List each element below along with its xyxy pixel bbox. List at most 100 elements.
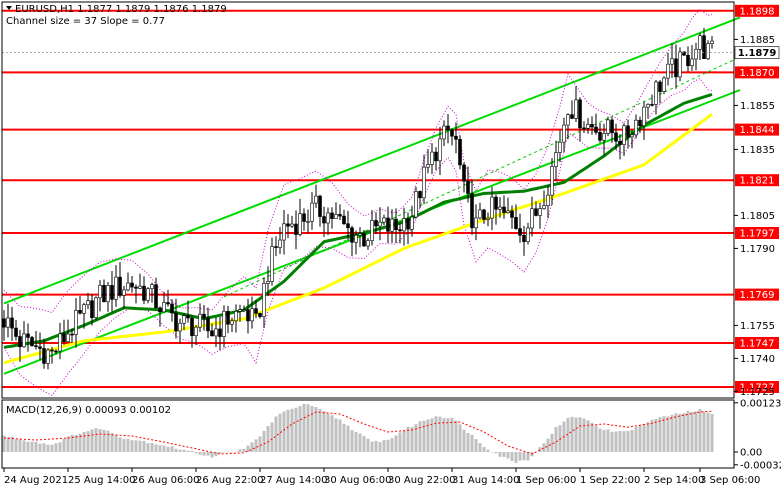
x-tick-label-2: 26 Aug 06:00 [132,475,199,486]
macd-bar-59 [238,449,242,452]
candle-body-96 [386,217,390,232]
candle-body-8 [34,345,38,348]
collapse-triangle-icon[interactable] [6,6,12,10]
candle-body-139 [558,141,562,153]
channel-info-label: Channel size = 37 Slope = 0.77 [6,16,165,27]
candle-body-10 [42,348,46,364]
candle-body-102 [410,216,414,230]
candle-body-29 [118,276,122,296]
x-tick-label-9: 1 Sep 22:00 [580,475,640,486]
macd-bar-84 [338,419,342,452]
macd-bar-55 [222,452,226,453]
level-label-6: 1.1747 [740,339,775,350]
macd-bar-150 [602,429,606,452]
macd-signal-line [3,410,713,455]
macd-bar-36 [146,443,150,452]
macd-bar-120 [482,446,486,452]
macd-bar-141 [566,418,570,452]
candle-body-74 [298,213,302,235]
macd-bar-174 [698,408,702,452]
macd-bar-27 [110,432,114,452]
macd-bar-170 [682,413,686,452]
macd-bar-9 [38,443,42,452]
macd-bar-2 [10,436,14,452]
candle-body-113 [454,135,458,140]
candle-body-145 [582,127,586,130]
macd-bar-116 [466,432,470,452]
candle-body-61 [246,309,250,322]
x-tick-label-11: 3 Sep 06:00 [700,475,760,486]
candle-body-177 [710,40,714,44]
macd-bar-51 [206,452,210,456]
macd-bar-158 [634,427,638,452]
candle-body-170 [682,51,686,56]
candle-body-19 [78,310,82,314]
macd-bar-131 [526,452,530,461]
macd-bar-151 [606,429,610,452]
macd-bar-125 [502,452,506,457]
candle-body-131 [526,227,530,242]
macd-bar-127 [510,452,514,462]
macd-bar-26 [106,430,110,452]
candle-body-117 [470,193,474,229]
macd-bar-52 [210,452,214,458]
macd-bar-111 [446,418,450,452]
macd-bar-167 [670,414,674,452]
macd-bar-124 [498,452,502,457]
candle-body-77 [310,202,314,222]
macd-bar-145 [582,418,586,452]
candle-body-57 [230,320,234,325]
y-tick-label-4: 1.1790 [740,244,775,255]
candle-body-155 [622,125,626,145]
macd-bar-66 [266,425,270,452]
candle-body-153 [614,132,618,142]
macd-bar-128 [514,452,518,464]
candle-body-91 [366,240,370,247]
candle-body-85 [342,215,346,225]
macd-bar-121 [486,449,490,452]
macd-bar-60 [242,448,246,452]
envelope-upper [3,8,713,314]
level-label-2: 1.1844 [740,125,775,136]
candle-body-112 [450,129,454,137]
macd-bar-68 [274,416,278,452]
candle-body-33 [134,286,138,289]
macd-bar-135 [542,443,546,452]
candle-body-83 [334,214,338,219]
support-resistance-levels [2,9,734,388]
candle-body-94 [378,221,382,227]
candle-body-164 [658,81,662,92]
macd-bar-18 [74,435,78,452]
candle-body-66 [266,281,270,284]
chart-info: EURUSD,H1 1.1877 1.1879 1.1876 1.1879 Ch… [6,4,227,27]
candle-body-69 [278,239,282,248]
level-label-bg-1 [735,66,779,79]
macd-bar-31 [126,438,130,452]
macd-bar-3 [14,439,18,452]
candle-body-110 [442,125,446,140]
candle-body-119 [478,209,482,219]
macd-bar-109 [438,416,442,452]
candle-body-45 [182,315,186,324]
macd-bar-161 [646,422,650,452]
macd-bar-67 [270,422,274,452]
macd-bar-74 [298,406,302,452]
macd-bar-16 [66,436,70,452]
macd-bar-24 [98,429,102,452]
level-label-bg-0 [735,4,779,17]
macd-bar-5 [22,440,26,452]
macd-bar-163 [654,418,658,452]
candle-body-23 [94,297,98,318]
x-tick-label-10: 2 Sep 14:00 [644,475,704,486]
candle-body-64 [258,313,262,317]
macd-bar-13 [54,443,58,452]
macd-bar-22 [90,429,94,452]
x-tick-label-5: 30 Aug 06:00 [324,475,391,486]
level-label-bg-3 [735,174,779,187]
x-tick-label-0: 24 Aug 2021 [4,475,68,486]
candle-body-143 [574,99,578,119]
macd-bar-56 [226,451,230,452]
candle-body-80 [322,216,326,224]
candle-body-21 [86,300,90,306]
